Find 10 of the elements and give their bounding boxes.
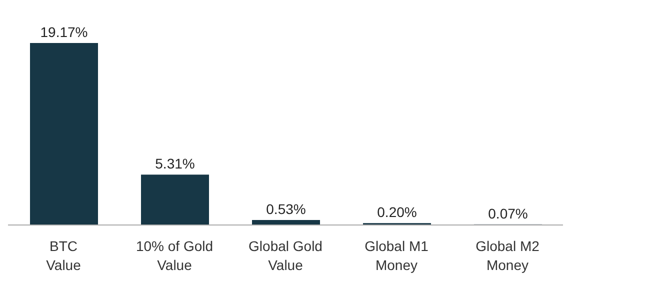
x-tick-label: Global M1 Money [364,238,429,273]
x-tick-label: Global Gold Value [248,238,322,273]
data-label: 0.07% [488,205,528,222]
data-label: 19.17% [40,24,88,40]
data-label: 5.31% [155,156,195,172]
data-label: 0.53% [266,200,306,217]
x-tick-label: BTC Value [46,238,82,273]
x-tick-label: Global M2 Money [476,238,540,273]
data-label: 0.20% [377,204,417,220]
x-tick-label: 10% of Gold Value [136,238,214,273]
